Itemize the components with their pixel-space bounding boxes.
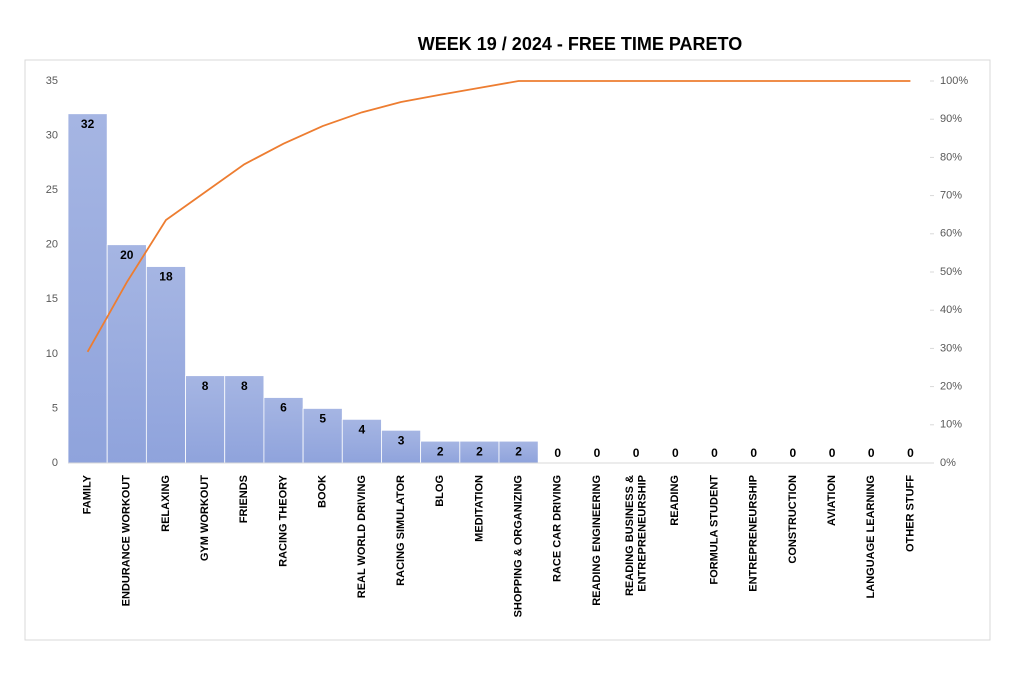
- bar: [145, 266, 186, 464]
- value-label: 32: [81, 117, 95, 131]
- x-tick-label: RACE CAR DRIVING: [552, 475, 564, 582]
- x-tick-label: RACING THEORY: [277, 474, 289, 567]
- y2-tick-label: 100%: [940, 75, 968, 87]
- x-tick-label: READING ENGINEERING: [591, 475, 603, 606]
- bar: [106, 244, 147, 464]
- x-tick-label: RACING SIMULATOR: [395, 475, 407, 586]
- y2-tick-label: 50%: [940, 266, 962, 278]
- value-label: 3: [398, 433, 405, 447]
- value-label: 0: [554, 446, 561, 460]
- bar: [302, 408, 343, 464]
- x-tick-label: GYM WORKOUT: [199, 475, 211, 561]
- value-label: 2: [437, 444, 444, 458]
- y-tick-label: 20: [46, 239, 58, 251]
- y2-tick-label: 40%: [940, 304, 962, 316]
- x-tick-label: AVIATION: [826, 475, 838, 526]
- bar: [67, 113, 108, 464]
- x-tick-label: ENTREPRENEURSHIP: [748, 475, 760, 592]
- value-label: 8: [241, 379, 248, 393]
- y-tick-label: 15: [46, 293, 58, 305]
- value-label: 0: [711, 446, 718, 460]
- y-tick-label: 30: [46, 129, 58, 141]
- x-tick-label: FORMULA STUDENT: [708, 475, 720, 585]
- x-tick-label: BOOK: [317, 475, 329, 508]
- x-tick-label: BLOG: [434, 475, 446, 507]
- value-label: 4: [359, 423, 366, 437]
- value-label: 6: [280, 401, 287, 415]
- value-label: 0: [829, 446, 836, 460]
- x-tick-label: FRIENDS: [238, 475, 250, 523]
- value-label: 0: [790, 446, 797, 460]
- bar: [185, 375, 226, 464]
- y2-tick-label: 10%: [940, 419, 962, 431]
- y2-tick-label: 60%: [940, 228, 962, 240]
- x-tick-label: RELAXING: [160, 475, 172, 532]
- x-tick-label: FAMILY: [81, 474, 93, 514]
- x-tick-label: LANGUAGE LEARNING: [865, 475, 877, 598]
- value-label: 0: [672, 446, 679, 460]
- y2-tick-label: 20%: [940, 381, 962, 393]
- y2-tick-label: 80%: [940, 151, 962, 163]
- bar: [341, 418, 382, 464]
- value-label: 0: [633, 446, 640, 460]
- bar: [263, 397, 304, 464]
- x-tick-label: READING BUSINESS &ENTREPRENEURSHIP: [624, 475, 649, 596]
- value-label: 20: [120, 248, 134, 262]
- y-tick-label: 10: [46, 348, 58, 360]
- value-label: 8: [202, 379, 209, 393]
- x-tick-label: OTHER STUFF: [904, 475, 916, 552]
- y-tick-label: 25: [46, 184, 58, 196]
- y2-tick-label: 70%: [940, 190, 962, 202]
- y-tick-label: 0: [52, 457, 58, 469]
- y2-tick-label: 0%: [940, 457, 956, 469]
- bar: [381, 429, 422, 464]
- y2-tick-label: 90%: [940, 113, 962, 125]
- x-tick-label: REAL WORLD DRIVING: [356, 475, 368, 598]
- value-label: 0: [594, 446, 601, 460]
- y-tick-label: 5: [52, 402, 58, 414]
- value-label: 0: [750, 446, 757, 460]
- x-tick-label: SHOPPING & ORGANIZING: [512, 475, 524, 617]
- value-label: 18: [159, 270, 173, 284]
- x-tick-label: ENDURANCE WORKOUT: [121, 475, 133, 607]
- value-label: 2: [515, 444, 522, 458]
- x-tick-label: CONSTRUCTION: [787, 475, 799, 564]
- value-label: 2: [476, 444, 483, 458]
- value-label: 0: [907, 446, 914, 460]
- chart-title: WEEK 19 / 2024 - FREE TIME PARETO: [418, 34, 742, 54]
- x-tick-label: READING: [669, 475, 681, 526]
- value-label: 0: [868, 446, 875, 460]
- cumulative-line: [86, 80, 911, 353]
- x-tick-label: MEDITATION: [473, 475, 485, 542]
- value-label: 5: [319, 412, 326, 426]
- y-tick-label: 35: [46, 75, 58, 87]
- y2-tick-label: 30%: [940, 342, 962, 354]
